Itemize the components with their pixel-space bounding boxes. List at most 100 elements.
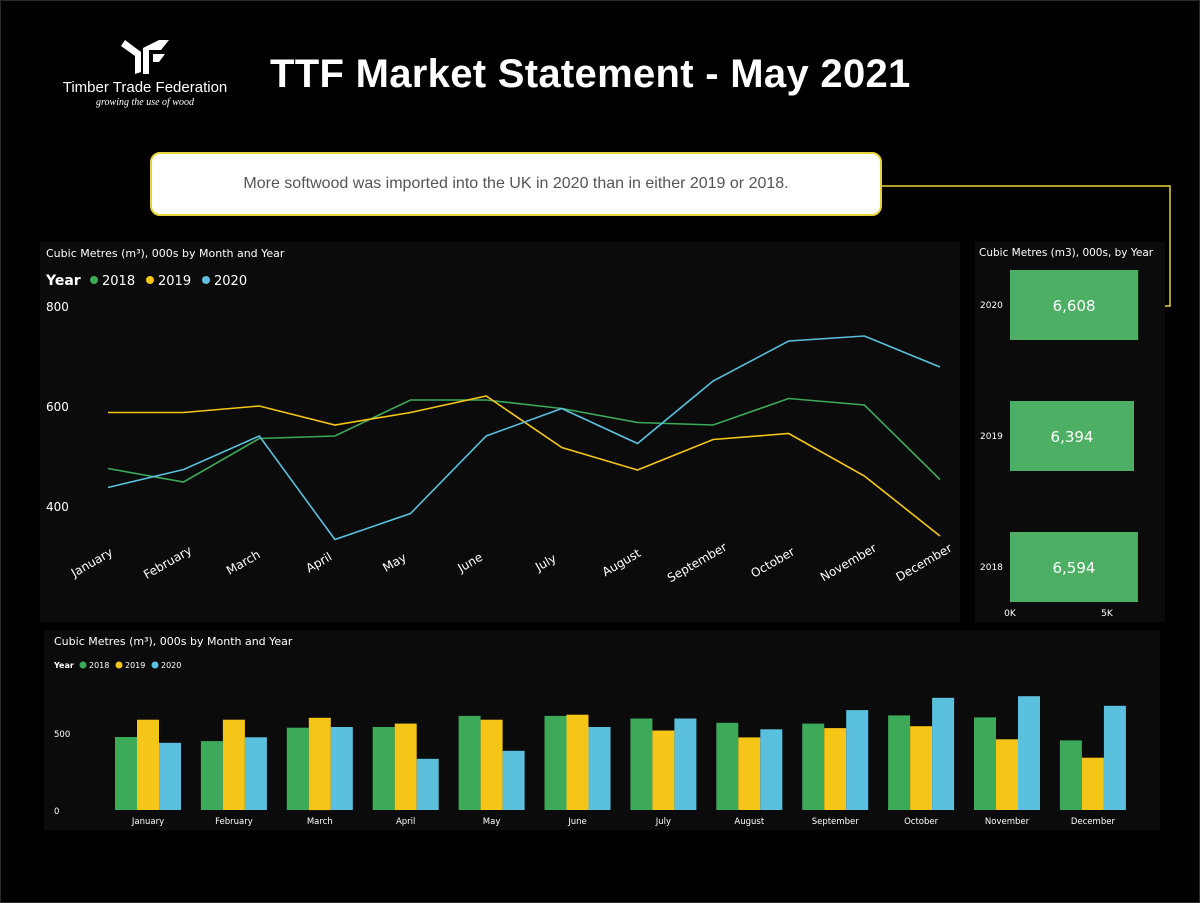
page-title: TTF Market Statement - May 2021 [270, 52, 911, 96]
bar-june-2018 [544, 715, 567, 810]
bar-group-november [974, 696, 1040, 810]
x-tick-label-december: December [1071, 817, 1116, 827]
bar-april-2019 [394, 723, 417, 810]
bar-group-june [544, 714, 611, 810]
bar-group-march [286, 717, 353, 811]
y-tick-label: 800 [46, 300, 69, 314]
bar-september-2018 [802, 723, 825, 810]
series-line-2020 [107, 335, 941, 541]
year-label-2020: 2020 [980, 301, 1003, 311]
bar-september-2019 [824, 728, 847, 810]
legend-marker-2018 [79, 661, 87, 669]
ttf-logo-icon [121, 40, 169, 74]
x-tick-label-august: August [734, 817, 764, 827]
bar-june-2019 [566, 714, 589, 810]
year-label-2018: 2018 [980, 563, 1003, 573]
bar-april-2018 [372, 727, 395, 810]
bar-group-december [1059, 705, 1126, 810]
y-tick-label: 600 [46, 400, 69, 414]
legend-marker-2019 [146, 276, 154, 284]
bar-may-2018 [458, 715, 481, 810]
monthly-bar-chart: Cubic Metres (m³), 000s by Month and Yea… [44, 630, 1160, 830]
bar-november-2018 [974, 717, 996, 810]
x-tick-label-september: September [812, 817, 859, 827]
series-line-2018 [107, 397, 941, 483]
org-tagline: growing the use of wood [96, 97, 194, 108]
bar-september-2020 [846, 710, 869, 810]
legend-label-2019: 2019 [125, 661, 145, 670]
bar-february-2020 [244, 737, 267, 810]
x-tick-label-march: March [307, 817, 333, 827]
bar-march-2018 [286, 727, 309, 810]
bar-january-2019 [137, 719, 159, 810]
x-tick-label-november: November [985, 817, 1030, 827]
year-label-2019: 2019 [980, 432, 1003, 442]
legend-title: Year [53, 661, 74, 670]
legend-marker-2020 [202, 276, 210, 284]
bar-may-2020 [502, 750, 525, 810]
bar-july-2020 [674, 718, 697, 810]
bar-july-2018 [630, 718, 653, 810]
bar-march-2020 [330, 727, 353, 810]
legend-label-2020: 2020 [214, 274, 247, 289]
y-tick-label: 400 [46, 500, 69, 514]
legend-title: Year [45, 273, 81, 289]
x-tick-label: 0K [1004, 609, 1017, 619]
legend-label-2019: 2019 [158, 274, 191, 289]
bar-april-2020 [416, 758, 439, 810]
line-chart: Cubic Metres (m³), 000s by Month and Yea… [40, 242, 960, 622]
legend-label-2020: 2020 [161, 661, 181, 670]
bar-may-2019 [480, 719, 503, 810]
bar-march-2019 [308, 717, 331, 811]
bar-group-january [115, 719, 181, 810]
x-tick-label-july: July [655, 817, 671, 827]
x-tick-label-january: January [131, 817, 164, 827]
legend-marker-2019 [115, 661, 123, 669]
bar-august-2020 [760, 729, 783, 810]
year-value-label-2020: 6,608 [1053, 297, 1096, 315]
ttf-logo: Timber Trade Federation growing the use … [60, 38, 230, 118]
year-bar-2018 [1010, 532, 1138, 602]
bar-december-2020 [1103, 705, 1126, 810]
x-tick-label: 5K [1101, 609, 1114, 619]
x-tick-label-february: February [215, 817, 253, 827]
bar-january-2018 [115, 737, 137, 810]
bar-october-2019 [910, 726, 933, 810]
bar-february-2018 [200, 741, 223, 810]
year-value-label-2018: 6,594 [1052, 559, 1095, 577]
monthly-chart-legend: Year 2018 2019 2020 [53, 661, 181, 670]
bar-group-february [200, 719, 267, 810]
year-value-label-2019: 6,394 [1051, 428, 1094, 446]
yearly-bar-chart: Cubic Metres (m3), 000s, by Year 2020 6,60… [975, 242, 1165, 622]
bar-august-2018 [716, 722, 739, 810]
bar-november-2020 [1018, 696, 1040, 810]
legend-marker-2018 [90, 276, 98, 284]
yearly-chart-title: Cubic Metres (m3), 000s, by Year [979, 247, 1154, 259]
bar-august-2019 [738, 737, 761, 810]
bar-february-2019 [222, 719, 245, 810]
year-bar-2020 [1010, 270, 1139, 340]
bar-group-may [458, 715, 525, 810]
y-tick-label: 500 [54, 730, 70, 740]
x-tick-label-june: June [567, 817, 587, 827]
bar-november-2019 [996, 739, 1018, 810]
monthly-chart-title: Cubic Metres (m³), 000s by Month and Yea… [54, 635, 293, 648]
legend-label-2018: 2018 [89, 661, 109, 670]
x-tick-label-may: May [483, 817, 501, 827]
bar-group-july [630, 718, 697, 810]
line-chart-background [40, 242, 960, 622]
y-tick-label: 0 [54, 807, 59, 817]
bar-january-2020 [159, 742, 181, 810]
bar-december-2018 [1059, 740, 1082, 810]
bar-october-2020 [932, 697, 955, 810]
callout-box: More softwood was imported into the UK i… [150, 152, 882, 216]
bar-october-2018 [888, 715, 911, 810]
org-name: Timber Trade Federation [62, 79, 228, 96]
bar-december-2019 [1081, 757, 1104, 810]
bar-july-2019 [652, 730, 675, 810]
bar-group-april [372, 723, 439, 810]
bar-group-august [716, 722, 783, 810]
bar-group-october [888, 697, 955, 810]
bar-june-2020 [588, 727, 611, 810]
line-chart-legend: Year 2018 2019 2020 [45, 273, 247, 289]
